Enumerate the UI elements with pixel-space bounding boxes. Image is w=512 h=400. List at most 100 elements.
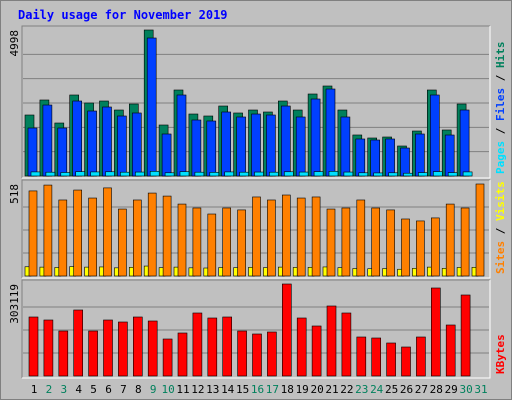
x-tick-label: 27 [415,383,428,396]
bar [343,171,354,177]
legend-separator: / [494,121,507,141]
bar [296,317,307,377]
bar [28,316,39,377]
x-tick-label: 14 [221,383,235,396]
bar [429,94,440,177]
bar [400,147,410,177]
bar [177,332,188,377]
bar [326,208,336,277]
bar [266,114,276,177]
legend-entry: Pages [494,141,507,174]
bar [88,330,98,377]
x-tick-label: 15 [236,383,249,396]
bar [462,171,473,177]
bar [298,171,309,177]
x-tick-label: 26 [400,383,413,396]
bar [447,172,458,177]
x-tick-label: 16 [251,383,264,396]
bar [251,113,261,177]
bar [43,319,54,377]
bar [386,342,396,377]
bar [176,94,187,177]
bar [341,207,351,277]
bar [459,109,470,177]
bar [401,218,410,277]
x-tick-label: 13 [206,383,219,396]
bar [385,138,395,177]
bar [135,171,145,177]
x-tick-label: 12 [191,383,204,396]
bar [356,199,366,277]
bar [103,319,113,377]
bar [103,187,112,277]
bar [179,171,190,177]
bar [445,203,455,277]
bar [147,320,158,377]
bar [117,115,127,177]
bar [403,172,413,177]
bar [355,138,366,177]
x-tick-label: 1 [31,383,38,396]
x-tick-label: 21 [325,383,338,396]
bar [42,104,53,177]
bar [283,171,294,177]
bar [222,316,232,377]
bar [57,127,68,177]
legend: Pages / Files / Hits [494,42,507,175]
bar [58,199,68,277]
bar [73,309,83,377]
x-tick-label: 4 [75,383,82,396]
bar [73,189,82,277]
bar [206,120,217,177]
bar [221,111,231,177]
bar [43,184,53,277]
chart-title: Daily usage for November 2019 [18,8,228,22]
bar [371,207,381,277]
x-tick-label: 5 [90,383,97,396]
x-tick-label: 20 [310,383,323,396]
bar [416,336,426,377]
bar [194,171,205,177]
bar [192,312,203,377]
bar [358,172,369,177]
x-tick-label: 22 [340,383,353,396]
bar [209,172,220,177]
bar [296,197,306,277]
y-max-label: 518 [8,184,21,204]
bar [58,330,69,377]
bar [370,139,381,177]
bar [281,194,291,277]
bar [237,330,247,377]
bar [444,134,455,177]
bar [371,337,382,377]
bar [310,98,321,177]
bar [224,171,234,177]
bar [239,171,249,177]
x-tick-label: 31 [474,383,487,396]
legend: Sites / Visits [494,181,507,274]
legend-entry: Files [494,88,507,121]
x-tick-label: 8 [135,383,142,396]
bar [27,127,38,177]
bar [430,217,440,277]
bar [386,209,395,277]
panel-shadow [21,179,490,278]
bar [280,105,291,177]
bar [222,207,231,277]
legend-separator: / [494,221,507,241]
bar [105,171,115,177]
x-tick-label: 10 [161,383,174,396]
bar [311,196,321,277]
panel-light [22,180,491,279]
bar [147,192,157,277]
bar [254,171,264,177]
x-tick-label: 7 [120,383,127,396]
bar [269,171,279,177]
x-tick-label: 30 [459,383,472,396]
bar [325,88,336,177]
bar [388,172,398,177]
x-tick-label: 17 [266,383,279,396]
bar [252,333,262,377]
panel-light [22,280,491,379]
